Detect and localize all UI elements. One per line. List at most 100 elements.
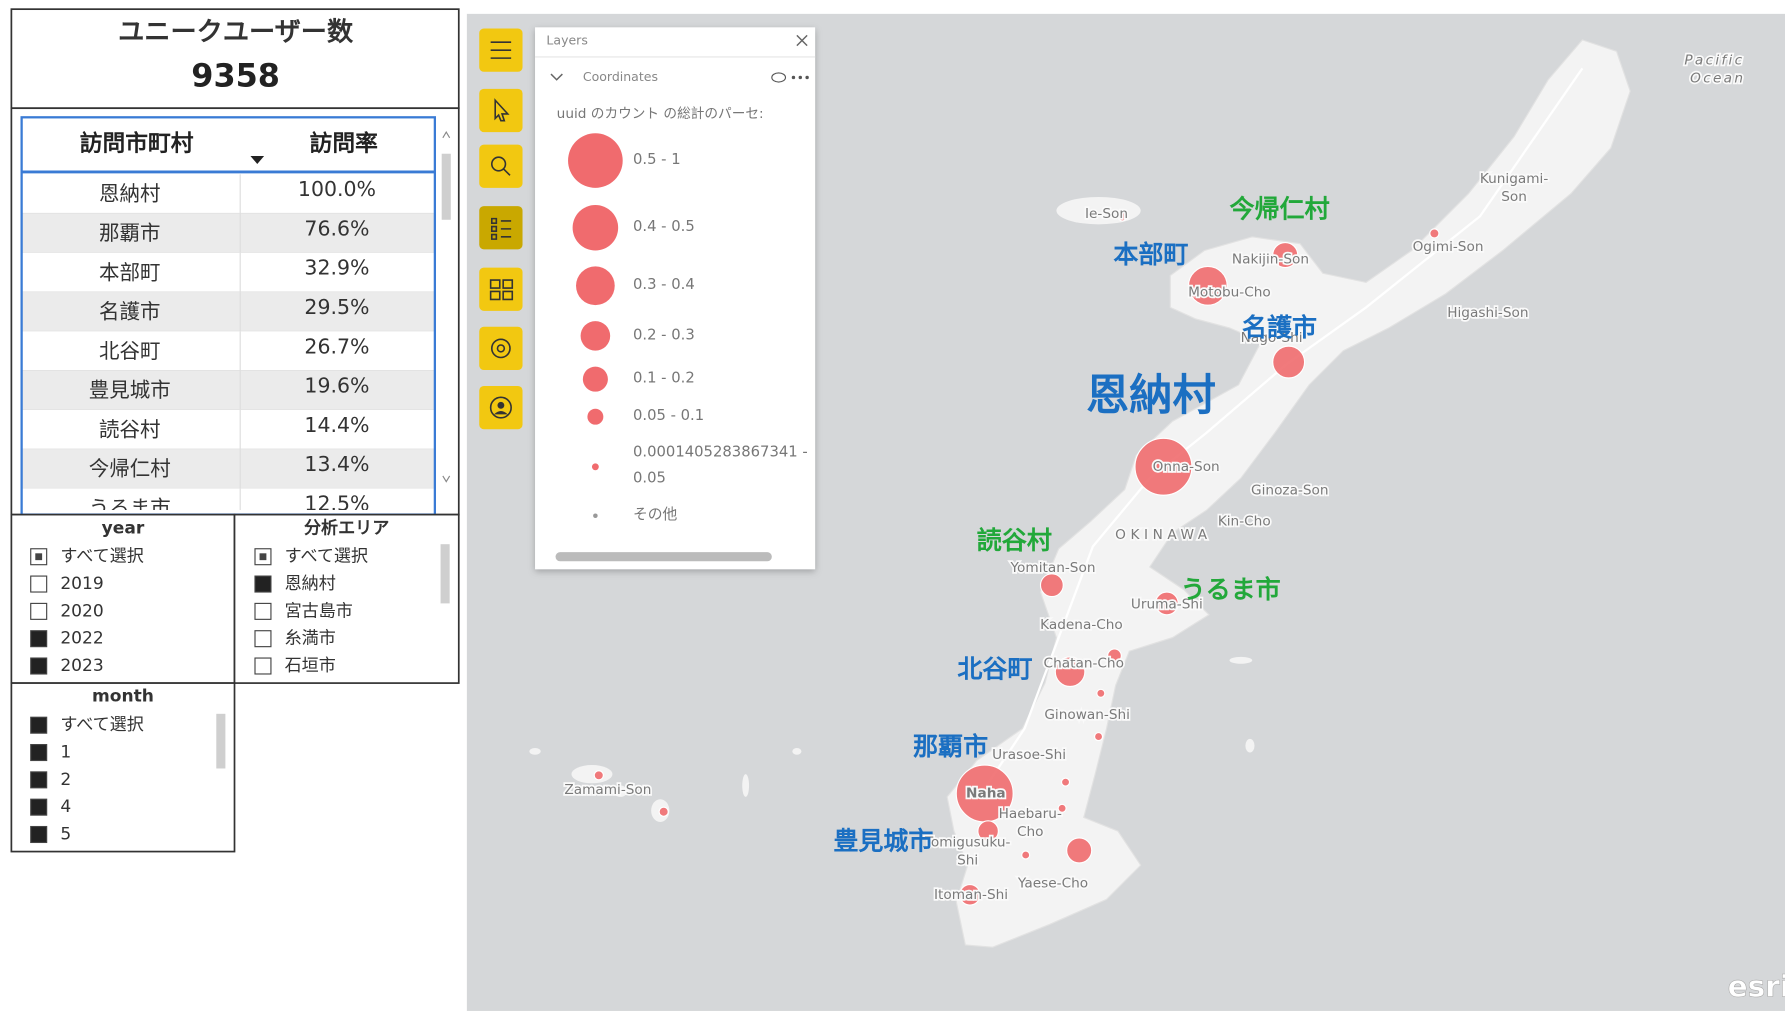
place-label: Yaese-Cho	[1017, 875, 1088, 891]
map-bubble[interactable]	[1272, 241, 1299, 269]
slicer-item[interactable]: 2	[60, 770, 71, 790]
map-bubble[interactable]	[977, 820, 999, 842]
slicer-item[interactable]: 恩納村	[285, 574, 336, 594]
checkbox[interactable]	[30, 630, 48, 648]
map-bubble[interactable]	[1429, 228, 1440, 239]
collapse-chevron[interactable]	[550, 73, 563, 81]
menu-dot[interactable]	[805, 75, 809, 80]
legend-label: 0.2 - 0.3	[632, 326, 695, 344]
slicer-item[interactable]: 糸満市	[285, 629, 336, 649]
place-label: Nakijin-Son	[1232, 252, 1309, 268]
map-bubble[interactable]	[1187, 265, 1228, 306]
visibility-icon[interactable]	[771, 72, 787, 83]
map-bubble[interactable]	[1107, 648, 1122, 664]
slicer-scrollbar[interactable]	[216, 713, 226, 769]
table-row	[21, 331, 435, 371]
place-label: Onna-Son	[1153, 459, 1220, 475]
checkbox[interactable]	[30, 825, 48, 844]
tool-button[interactable]	[479, 267, 523, 311]
slicer: month すべて選択 1 2 4 5	[10, 682, 236, 853]
map-bubble[interactable]	[1134, 437, 1193, 496]
map-bubble[interactable]	[1154, 591, 1179, 616]
menu-dot[interactable]	[791, 75, 796, 80]
tool-icon	[489, 396, 512, 419]
tool-icon	[489, 279, 514, 301]
checkbox[interactable]	[30, 743, 48, 762]
map-bubble[interactable]	[593, 770, 604, 781]
slicer-item[interactable]: 石垣市	[285, 656, 336, 676]
scroll-up[interactable]	[442, 131, 451, 139]
slicer-item[interactable]: すべて選択	[60, 715, 143, 735]
map-bubble[interactable]	[1060, 777, 1071, 787]
checkbox[interactable]	[254, 657, 272, 675]
slicer-item[interactable]: 宮古島市	[285, 601, 353, 621]
slicer-item[interactable]: 2019	[60, 574, 103, 594]
map-bubble[interactable]	[1039, 573, 1064, 598]
tool-button[interactable]	[479, 326, 523, 371]
map-bubble[interactable]	[1117, 211, 1128, 222]
panel-scrollbar[interactable]	[555, 552, 772, 562]
slicer-item[interactable]: 2020	[60, 601, 103, 621]
tool-button[interactable]	[479, 144, 523, 188]
table-cell: 名護市	[99, 300, 160, 324]
scroll-down[interactable]	[442, 475, 451, 483]
tool-icon	[490, 338, 511, 359]
tool-button[interactable]	[479, 88, 523, 133]
tool-icon	[494, 411, 508, 415]
legend-symbol	[572, 204, 619, 251]
table-scrollbar[interactable]	[441, 153, 451, 220]
map-bubble[interactable]	[1093, 732, 1104, 742]
tool-button[interactable]	[479, 206, 523, 250]
legend-symbol	[568, 133, 623, 188]
slicer-item[interactable]: すべて選択	[285, 547, 368, 567]
checkbox[interactable]	[30, 575, 48, 593]
checkbox[interactable]	[30, 716, 48, 734]
slicer-scrollbar[interactable]	[440, 544, 450, 604]
table-header[interactable]: 訪問市町村	[80, 130, 194, 157]
legend-item: 0.3 - 0.4	[633, 277, 695, 294]
place-label: Ginowan-Shi	[1044, 707, 1130, 723]
slicer-item[interactable]: 2022	[60, 629, 103, 649]
map-overlay-label: 本部町	[1113, 240, 1188, 269]
toolbar	[479, 28, 523, 430]
close-button[interactable]	[796, 34, 808, 47]
table-header[interactable]: 訪問率	[310, 130, 378, 157]
slicer-item[interactable]: 5	[60, 824, 71, 844]
slicer-item[interactable]: 1	[60, 743, 71, 763]
map-bubble[interactable]	[1021, 850, 1031, 860]
table-row	[21, 174, 435, 214]
slicer-item[interactable]: 2023	[60, 656, 103, 676]
map-overlay-label: 今帰仁村	[1229, 195, 1329, 224]
legend-symbol	[593, 513, 598, 519]
map-bubble[interactable]	[658, 806, 669, 817]
menu-dot[interactable]	[798, 75, 802, 80]
map-bubble[interactable]	[1096, 688, 1106, 698]
place-label: Itoman-Shi	[934, 887, 1008, 903]
map-bubble[interactable]	[1057, 803, 1067, 813]
map-bubble[interactable]	[1066, 837, 1093, 864]
panel-title: Layers	[546, 33, 587, 48]
map-bubble[interactable]	[1272, 345, 1306, 379]
checkbox[interactable]	[30, 602, 48, 620]
checkbox[interactable]	[30, 798, 48, 816]
map-overlay-label: 読谷村	[977, 526, 1052, 555]
legend-symbol	[582, 366, 608, 392]
map-bubble[interactable]	[959, 884, 981, 906]
legend-symbol	[576, 266, 615, 306]
slicer-title: 分析エリア	[304, 517, 389, 538]
field-name: uuid のカウント の総計のパーセ:	[557, 106, 764, 122]
checkbox[interactable]	[254, 575, 272, 593]
table-cell: 26.7%	[304, 334, 369, 358]
slicer-item[interactable]: 4	[60, 797, 71, 817]
place-label: Higashi-Son	[1447, 305, 1528, 321]
slicer-item[interactable]: すべて選択	[60, 547, 143, 567]
checkbox[interactable]	[30, 771, 48, 789]
table-cell: 19.6%	[304, 374, 369, 398]
checkbox[interactable]	[254, 602, 272, 620]
checkbox[interactable]	[30, 657, 48, 675]
map-bubble[interactable]	[1054, 656, 1086, 688]
place-label: Ie-Son	[1085, 206, 1128, 222]
checkbox[interactable]	[254, 630, 272, 648]
tool-icon	[502, 167, 511, 176]
